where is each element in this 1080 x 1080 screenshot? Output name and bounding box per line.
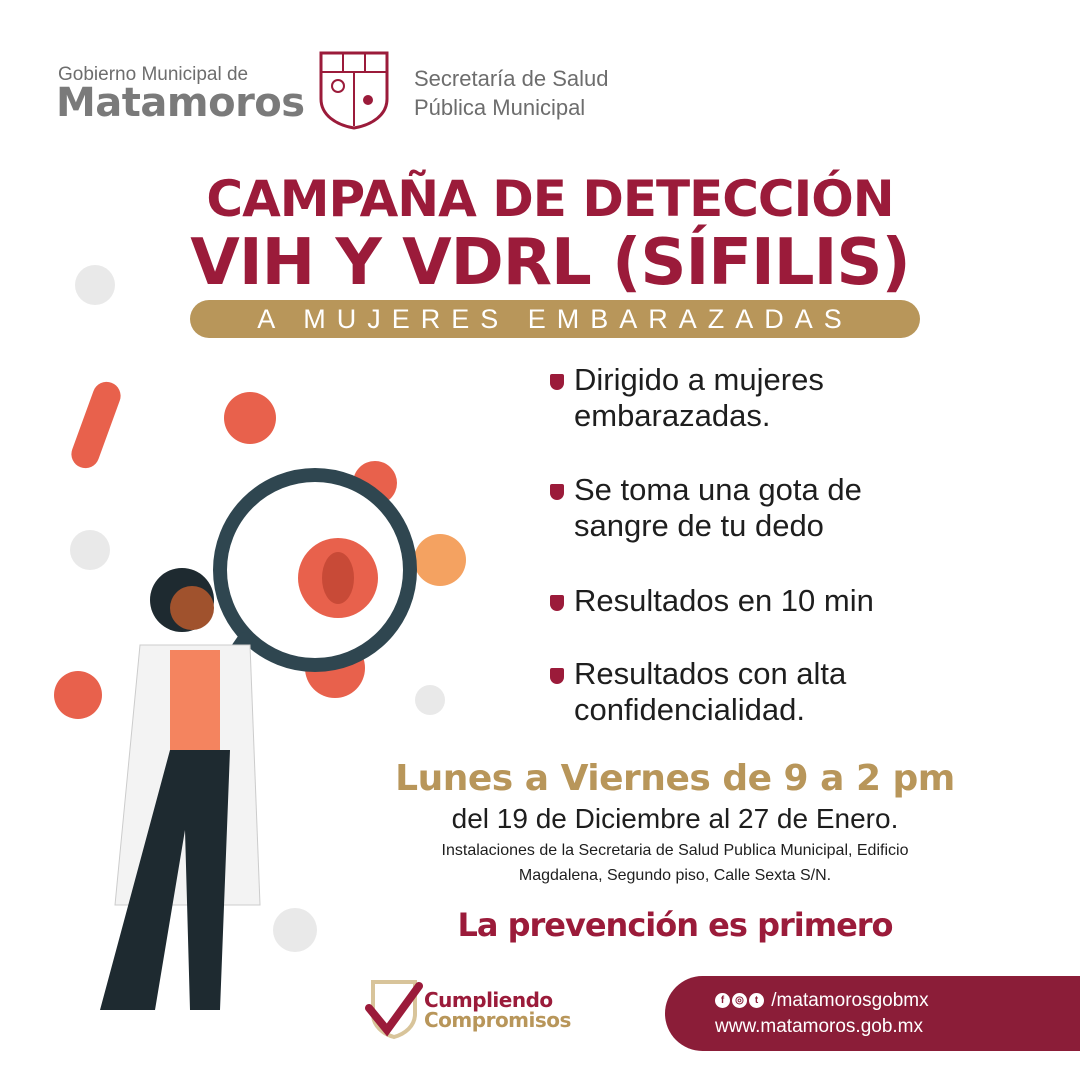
address: Instalaciones de la Secretaria de Salud … — [350, 838, 1000, 888]
doctor-magnifier-illustration — [54, 265, 466, 1010]
bullet-item: Se toma una gota de sangre de tu dedo — [550, 472, 862, 544]
schedule-days: Lunes a Viernes de 9 a 2 pm — [395, 758, 955, 799]
secretaria-label: Secretaría de Salud Pública Municipal — [414, 64, 608, 122]
badge-line2: Compromisos — [424, 1008, 571, 1032]
bullet-text: Resultados con alta — [574, 656, 847, 691]
facebook-icon[interactable]: f — [715, 993, 730, 1009]
footer-bar: f ◎ t /matamorosgobmx www.matamoros.gob.mx — [665, 976, 1080, 1051]
gobierno-label: Gobierno Municipal de — [58, 64, 249, 85]
gray-virus-icon — [70, 265, 445, 952]
sec-line1: Secretaría de Salud — [414, 66, 609, 91]
bullet-text: Se toma una gota de — [574, 472, 862, 507]
bullet-item: Dirigido a mujeres embarazadas. — [550, 362, 824, 434]
bullet-text: confidencialidad. — [574, 692, 805, 727]
instagram-icon[interactable]: ◎ — [732, 993, 747, 1009]
schedule-dates: del 19 de Diciembre al 27 de Enero. — [451, 803, 899, 834]
shield-bullet-icon — [550, 374, 564, 390]
cumpliendo-badge: Cumpliendo Compromisos — [424, 990, 571, 1030]
bullet-text: Resultados en 10 min — [574, 583, 874, 618]
bullet-text: Dirigido a mujeres — [574, 362, 824, 397]
shield-bullet-icon — [550, 484, 564, 500]
bullet-text: sangre de tu dedo — [574, 508, 824, 543]
address-line1: Instalaciones de la Secretaria de Salud … — [441, 842, 909, 859]
coat-of-arms-icon — [319, 51, 389, 130]
sec-line2: Pública Municipal — [414, 95, 586, 120]
address-line2: Magdalena, Segundo piso, Calle Sexta S/N… — [518, 867, 832, 884]
shield-bullet-icon — [550, 668, 564, 684]
bullet-item: Resultados en 10 min — [550, 583, 874, 619]
matamoros-logo-text: Matamoros — [56, 80, 305, 126]
checkmark-shield-icon — [365, 980, 423, 1040]
bullet-item: Resultados con alta confidencialidad. — [550, 656, 846, 728]
twitter-icon[interactable]: t — [749, 993, 764, 1009]
title-line2: VIH Y VDRL (SÍFILIS) — [190, 226, 910, 300]
badge-line1: Cumpliendo — [424, 988, 553, 1012]
title-line1: CAMPAÑA DE DETECCIÓN — [206, 170, 894, 228]
social-handle[interactable]: /matamorosgobmx — [771, 990, 929, 1011]
website-link[interactable]: www.matamoros.gob.mx — [715, 1016, 924, 1037]
shield-bullet-icon — [550, 595, 564, 611]
audience-banner: A MUJERES EMBARAZADAS — [190, 300, 920, 338]
bullet-text: embarazadas. — [574, 398, 771, 433]
slogan: La prevención es primero — [457, 906, 893, 944]
